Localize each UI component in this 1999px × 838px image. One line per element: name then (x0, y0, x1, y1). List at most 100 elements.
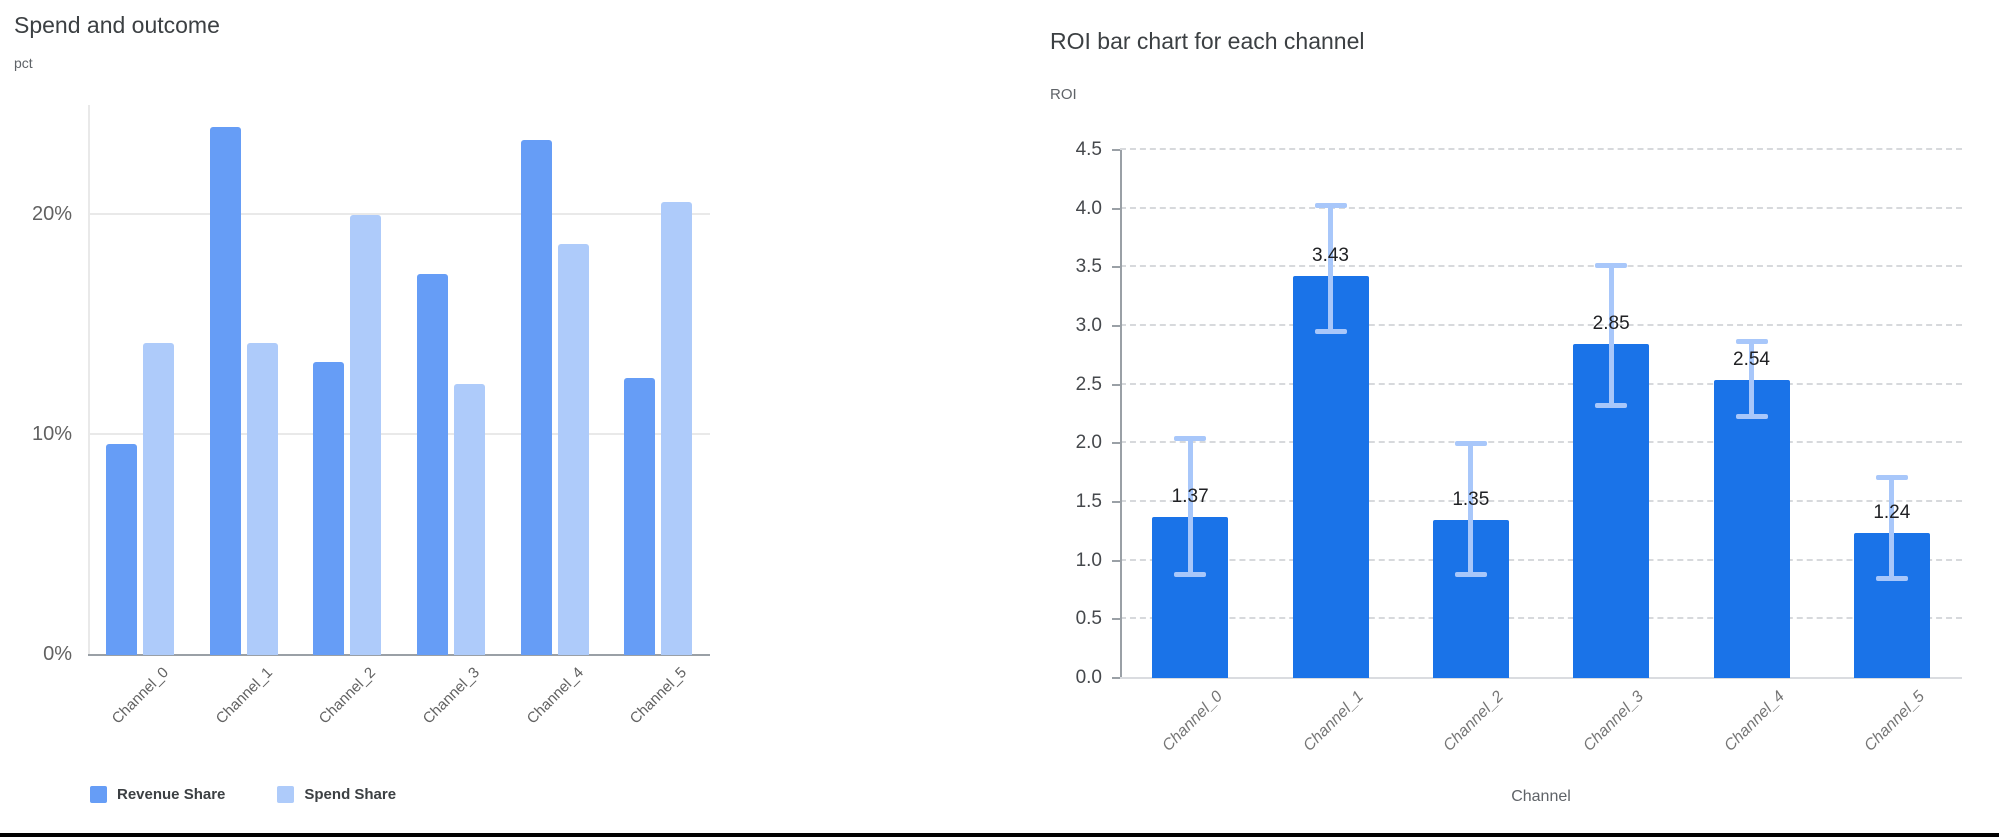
x-tick-label: Channel_5 (626, 664, 691, 728)
bar-revenue-share-channel_4[interactable] (520, 140, 552, 655)
y-tick-mark (1112, 677, 1120, 679)
bar-value-label: 2.85 (1592, 312, 1630, 334)
y-tick-mark (1112, 266, 1120, 269)
y-tick-label: 3.0 (1075, 315, 1102, 336)
y-tick-label: 0.5 (1075, 608, 1102, 630)
y-axis-line (1120, 150, 1122, 678)
error-bar-whisker (1187, 438, 1193, 575)
error-bar-cap-top (1875, 474, 1908, 480)
y-tick-mark (1112, 207, 1120, 210)
y-tick-label: 1.5 (1075, 491, 1102, 512)
bar-spend-share-channel_4[interactable] (557, 243, 589, 655)
roi-title: ROI bar chart for each channel (1050, 28, 1365, 54)
x-tick-label: Channel_2 (315, 664, 380, 728)
error-bar-whisker (1468, 443, 1474, 575)
x-tick-label: Channel_4 (1720, 688, 1788, 755)
legend-item-spend-share[interactable]: Spend Share (277, 786, 396, 803)
error-bar-cap-bottom (1174, 572, 1207, 578)
y-tick-mark (1112, 618, 1120, 621)
error-bar-cap-top (1454, 440, 1487, 446)
gridline (1120, 206, 1962, 209)
spend-outcome-y-unit: pct (14, 55, 33, 71)
x-tick-label: Channel_4 (523, 664, 587, 728)
y-tick-label: 1.0 (1075, 549, 1102, 571)
legend-swatch-icon (90, 786, 107, 803)
x-axis-line (88, 654, 710, 656)
x-axis-line (1120, 677, 1962, 679)
gridline (1120, 558, 1962, 561)
roi-plot-area: 0.0 0.5 1.0 1.5 2.0 2.5 3.0 3.5 4.0 4.5 1.37 Channe… (1076, 139, 1962, 755)
bar-revenue-share-channel_3[interactable] (416, 274, 448, 655)
bar-value-label: 1.35 (1452, 488, 1490, 510)
error-bar-cap-top (1314, 202, 1347, 208)
y-tick-label: 10% (31, 423, 72, 445)
error-bar-whisker (1328, 205, 1333, 332)
bar-value-label: 1.37 (1171, 486, 1209, 508)
gridline (1120, 441, 1962, 444)
legend-label: Revenue Share (117, 786, 226, 803)
y-tick-label: 3.5 (1075, 256, 1102, 278)
error-bar-cap-bottom (1314, 329, 1347, 335)
bar-value-label: 2.54 (1733, 348, 1770, 370)
bar-spend-share-channel_0[interactable] (142, 342, 174, 655)
x-tick-label: Channel_5 (1861, 688, 1928, 755)
gridline (88, 433, 710, 435)
bar-value-label: 3.43 (1312, 244, 1349, 266)
x-tick-label: Channel_1 (212, 664, 276, 728)
y-axis-line (88, 105, 90, 655)
x-tick-label: Channel_3 (1580, 688, 1648, 755)
gridline (88, 213, 710, 215)
roi-bar-channel_1[interactable] (1292, 275, 1369, 678)
spend-outcome-legend: Revenue Share Spend Share (90, 786, 396, 803)
x-tick-label: Channel_0 (108, 664, 172, 728)
error-bar-cap-bottom (1454, 572, 1487, 578)
spend-outcome-title: Spend and outcome (14, 12, 220, 38)
y-tick-mark (1112, 325, 1120, 327)
x-tick-label: Channel_0 (1159, 688, 1227, 755)
roi-y-unit: ROI (1050, 86, 1077, 103)
bar-revenue-share-channel_0[interactable] (105, 443, 137, 655)
y-tick-label: 4.5 (1075, 139, 1102, 160)
y-tick-label: 2.5 (1075, 373, 1102, 395)
roi-x-axis-title: Channel (1511, 788, 1571, 805)
error-bar-whisker (1889, 477, 1895, 579)
bar-revenue-share-channel_2[interactable] (313, 362, 345, 655)
roi-bar-channel_4[interactable] (1713, 379, 1790, 678)
gridline (1120, 265, 1962, 268)
error-bar-whisker (1608, 265, 1614, 406)
bar-revenue-share-channel_5[interactable] (624, 377, 656, 655)
x-tick-label: Channel_3 (419, 664, 483, 728)
gridline (1120, 382, 1962, 385)
error-bar-cap-bottom (1735, 413, 1768, 419)
legend-label: Spend Share (304, 786, 397, 803)
y-tick-label: 20% (31, 203, 72, 225)
spend-outcome-plot-area: 0% 10% 20% Channel_0 Channel_1 Channel_2 Chann… (32, 105, 710, 727)
error-bar-cap-bottom (1875, 575, 1908, 581)
bar-spend-share-channel_3[interactable] (453, 384, 485, 655)
y-tick-label: 0.0 (1075, 667, 1102, 688)
error-bar-cap-top (1174, 436, 1207, 442)
legend-swatch-icon (277, 786, 295, 803)
y-tick-mark (1112, 383, 1120, 386)
bar-spend-share-channel_2[interactable] (350, 215, 382, 655)
x-tick-label: Channel_2 (1440, 688, 1507, 755)
bar-spend-share-channel_5[interactable] (661, 201, 693, 655)
error-bar-cap-top (1595, 262, 1628, 268)
y-tick-mark (1112, 442, 1120, 445)
bar-revenue-share-channel_1[interactable] (209, 127, 241, 655)
legend-item-revenue-share[interactable]: Revenue Share (90, 786, 225, 803)
gridline (1120, 324, 1962, 326)
y-tick-mark (1112, 559, 1120, 562)
bar-spend-share-channel_1[interactable] (246, 342, 278, 655)
gridline (1120, 617, 1962, 620)
y-tick-label: 4.0 (1075, 197, 1102, 219)
y-tick-label: 0% (43, 643, 72, 665)
y-tick-mark (1112, 501, 1120, 503)
y-tick-mark (1112, 149, 1120, 151)
gridline (1120, 500, 1962, 502)
error-bar-cap-bottom (1595, 403, 1628, 409)
y-tick-label: 2.0 (1075, 432, 1102, 454)
bar-value-label: 1.24 (1873, 501, 1911, 523)
error-bar-whisker (1749, 341, 1754, 417)
